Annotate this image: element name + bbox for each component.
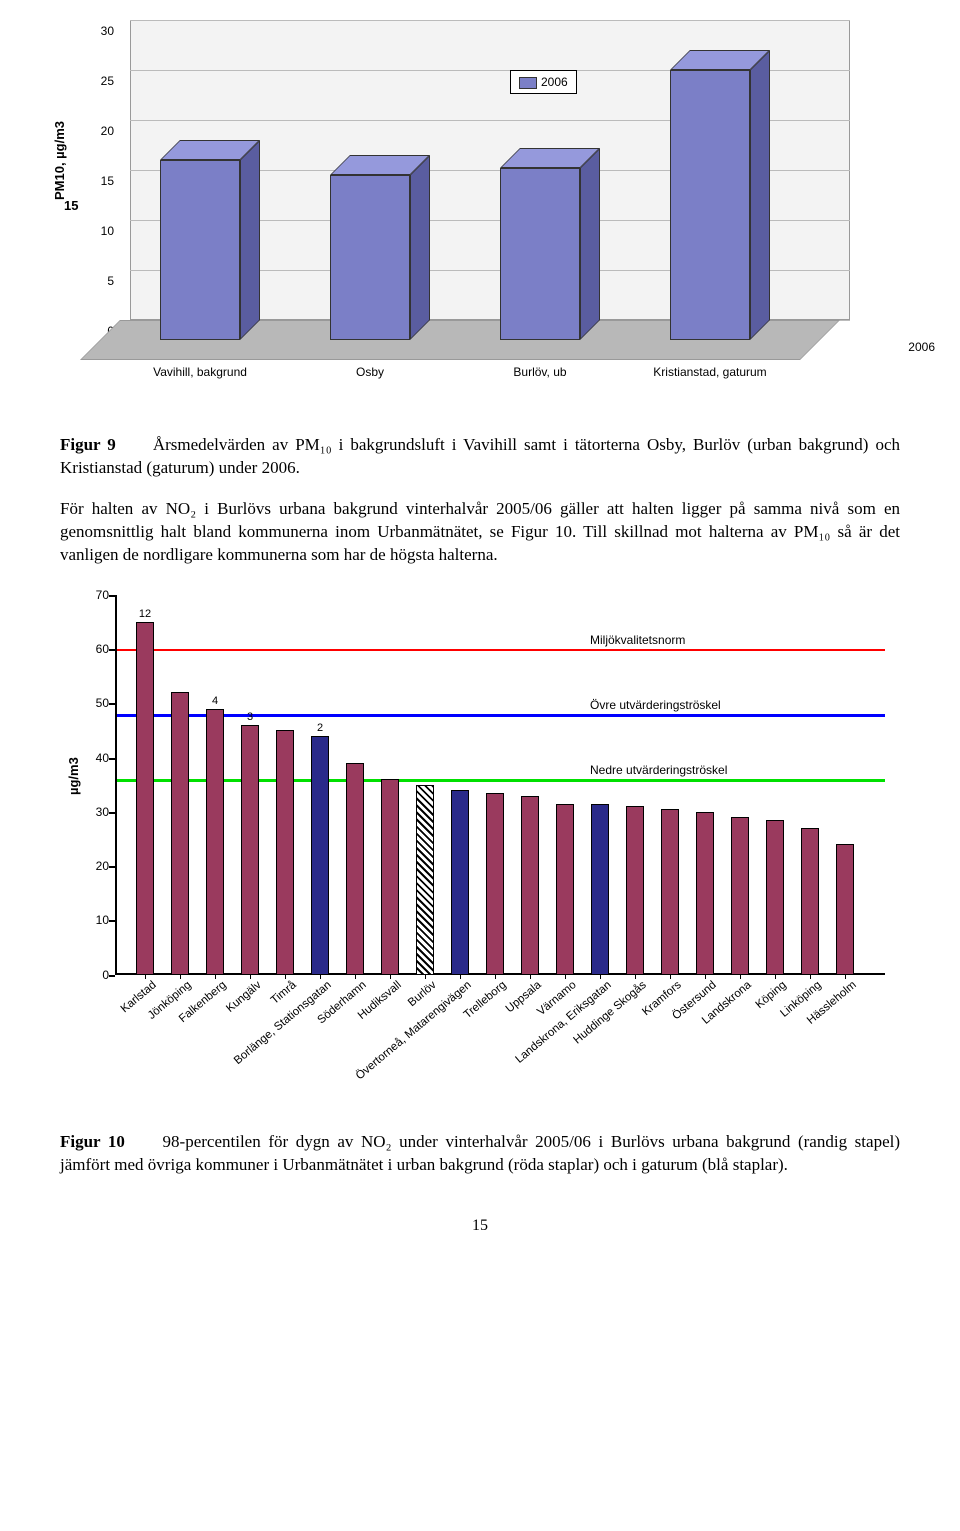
figure10-label: Figur 10 xyxy=(60,1132,125,1151)
bar xyxy=(801,828,819,975)
bar-value-label: 3 xyxy=(241,711,259,723)
chart2-ylabel: µg/m3 xyxy=(66,757,81,795)
bar xyxy=(486,793,504,975)
bar3d xyxy=(160,160,240,340)
body-paragraph: För halten av NO₂ i Burlövs urbana bakgr… xyxy=(60,498,900,567)
ytick: 20 xyxy=(85,859,109,873)
page-number: 15 xyxy=(60,1217,900,1235)
xlabel: Karlstad xyxy=(28,979,158,1091)
ytick: 30 xyxy=(90,24,114,38)
bar xyxy=(136,622,154,975)
bar xyxy=(206,709,224,975)
chart3d-legend: 2006 xyxy=(510,70,577,94)
bar xyxy=(381,779,399,974)
bar xyxy=(626,806,644,974)
figure9-caption: Figur 9 Årsmedelvärden av PM₁₀ i bakgrun… xyxy=(60,434,900,480)
chart3d-ylabel: PM10, µg/m3 xyxy=(52,121,67,200)
ytick: 30 xyxy=(85,805,109,819)
bar xyxy=(696,812,714,975)
bar xyxy=(661,809,679,975)
chart3d-xlabel: Osby xyxy=(300,365,440,379)
ytick: 20 xyxy=(90,124,114,138)
ytick: 50 xyxy=(85,696,109,710)
bar xyxy=(311,736,329,975)
chart3d-ylabel-num: 15 xyxy=(64,198,78,213)
ytick: 10 xyxy=(85,913,109,927)
bar-value-label: 4 xyxy=(206,695,224,707)
bar-value-label: 2 xyxy=(311,722,329,734)
bar xyxy=(591,804,609,975)
ytick: 15 xyxy=(90,174,114,188)
bar xyxy=(416,785,434,975)
ytick: 25 xyxy=(90,74,114,88)
chart3d-bars xyxy=(120,30,840,350)
chart3d: 2006 051015202530 PM10, µg/m3 15 Vavihil… xyxy=(80,30,880,410)
chart3d-xlabel: Burlöv, ub xyxy=(470,365,610,379)
figure9-label: Figur 9 xyxy=(60,435,116,454)
chart2-xlabels: KarlstadJönköpingFalkenbergKungälvTimråB… xyxy=(115,979,885,1119)
bar xyxy=(766,820,784,975)
legend-label: 2006 xyxy=(541,75,568,89)
chart2: µg/m3 010203040506070 Miljökvalitetsnorm… xyxy=(60,585,900,1125)
figure10-caption: Figur 10 98-percentilen för dygn av NO₂ … xyxy=(60,1131,900,1177)
bar3d xyxy=(670,70,750,340)
chart3d-xlabel: Kristianstad, gaturum xyxy=(640,365,780,379)
legend-swatch xyxy=(519,77,537,89)
figure9-text: Årsmedelvärden av PM₁₀ i bakgrundsluft i… xyxy=(60,435,900,477)
chart3d-zlabel: 2006 xyxy=(908,340,935,354)
bar3d xyxy=(330,175,410,340)
bar xyxy=(836,844,854,974)
bar xyxy=(276,730,294,974)
bar3d xyxy=(500,168,580,340)
ytick: 70 xyxy=(85,588,109,602)
ytick: 40 xyxy=(85,751,109,765)
chart3d-xlabel: Vavihill, bakgrund xyxy=(130,365,270,379)
bar xyxy=(451,790,469,975)
bar-value-label: 12 xyxy=(136,608,154,620)
bar xyxy=(556,804,574,975)
bar xyxy=(171,692,189,974)
ytick: 5 xyxy=(90,274,114,288)
ytick: 0 xyxy=(85,968,109,982)
figure10-text: 98-percentilen för dygn av NO₂ under vin… xyxy=(60,1132,900,1174)
ytick: 60 xyxy=(85,642,109,656)
bar xyxy=(241,725,259,975)
bar xyxy=(346,763,364,975)
ytick: 10 xyxy=(90,224,114,238)
bar xyxy=(521,796,539,975)
chart2-bars: 12 4 3 2 xyxy=(115,595,885,975)
bar xyxy=(731,817,749,974)
